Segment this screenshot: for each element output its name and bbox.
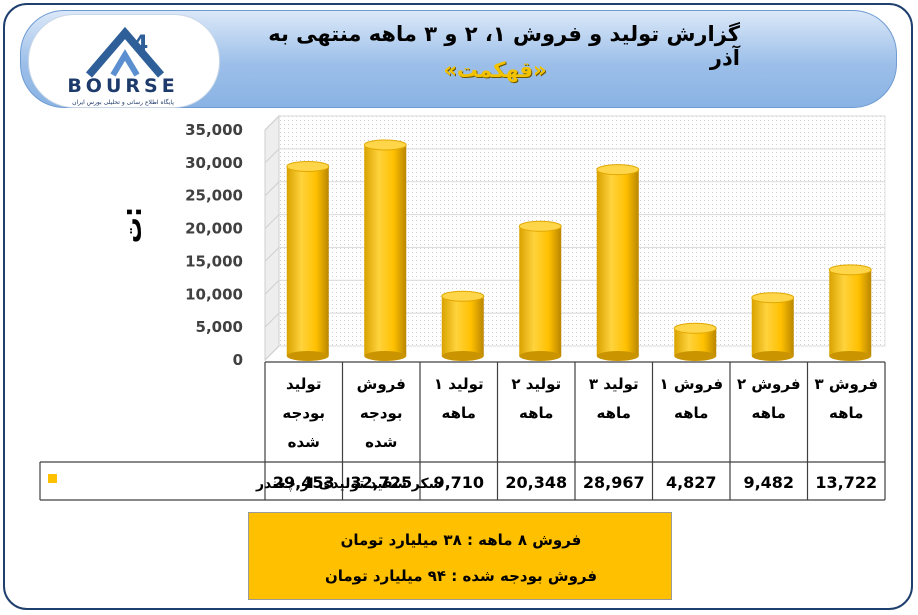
- y-tick-label: 0: [233, 351, 243, 369]
- y-tick-label: 35,000: [185, 121, 243, 139]
- logo-tagline: پایگاه اطلاع رسانی و تحلیلی بورس ایران: [72, 99, 174, 106]
- category-label: ماهه: [674, 404, 708, 422]
- category-label: تولید: [286, 375, 321, 393]
- gridline-side: [264, 148, 280, 164]
- y-tick-label: 5,000: [196, 318, 243, 336]
- category-label: بودجه: [360, 404, 403, 422]
- category-label: فروش ۳: [814, 375, 878, 393]
- bar-top: [363, 139, 407, 151]
- category-label: فروش ۲: [737, 375, 801, 393]
- bar-top: [673, 322, 717, 334]
- gridline-side: [264, 214, 280, 229]
- bar: [519, 226, 562, 356]
- category-label: فروش: [357, 375, 406, 393]
- page-subtitle: «قهکمت»: [443, 58, 547, 82]
- bar-top: [751, 292, 795, 304]
- category-label: ماهه: [442, 404, 476, 422]
- note-budgeted-sales: فروش بودجه شده : ۹۴ میلیارد تومان: [324, 567, 598, 585]
- bar: [441, 296, 484, 356]
- data-value-label: 32,725: [350, 473, 412, 492]
- bar-base: [829, 351, 872, 361]
- category-label: بودجه: [282, 404, 325, 422]
- svg-text:4: 4: [133, 32, 148, 57]
- bar: [596, 169, 639, 356]
- y-tick-label: 15,000: [185, 252, 243, 270]
- gridline-side: [264, 312, 280, 328]
- bar-base: [364, 351, 407, 361]
- bar-top: [596, 164, 640, 176]
- legend-swatch: [48, 474, 57, 483]
- logo-icon: 4: [85, 26, 165, 78]
- data-value-label: 9,482: [743, 473, 794, 492]
- legend-series-name: شکر سفید تولیدی از چغندر: [255, 476, 442, 492]
- sales-note-box: فروش ۸ ماهه : ۳۸ میلیارد تومان فروش بودج…: [248, 512, 672, 600]
- data-value-label: 4,827: [666, 473, 717, 492]
- bar-base: [674, 351, 717, 361]
- bar-top: [828, 264, 872, 276]
- category-label: تولید ۳: [589, 375, 639, 393]
- bar-top: [518, 220, 562, 232]
- bar-base: [441, 351, 484, 361]
- bar-base: [596, 351, 639, 361]
- bar-top: [441, 290, 485, 302]
- data-value-label: 9,710: [433, 473, 484, 492]
- bar-top: [286, 160, 330, 172]
- category-label: ماهه: [519, 404, 553, 422]
- bar: [286, 166, 329, 356]
- logo-text: BOURSE: [67, 75, 179, 97]
- y-tick-label: 10,000: [185, 285, 243, 303]
- bar-base: [751, 351, 794, 361]
- gridline-side: [264, 181, 280, 197]
- category-label: شده: [365, 433, 397, 451]
- category-label: فروش ۱: [659, 375, 723, 393]
- category-label: شده: [288, 433, 320, 451]
- chart-side-wall: [264, 114, 280, 362]
- data-value-label: 28,967: [583, 473, 645, 492]
- data-value-label: 20,348: [505, 473, 567, 492]
- gridline-side: [264, 247, 280, 262]
- data-value-label: 29,453: [273, 473, 335, 492]
- logo: 4 BOURSE پایگاه اطلاع رسانی و تحلیلی بور…: [28, 14, 220, 108]
- category-label: ماهه: [597, 404, 631, 422]
- bar: [364, 144, 407, 356]
- category-label: ماهه: [752, 404, 786, 422]
- gridline-side: [264, 345, 280, 361]
- gridline-side: [264, 279, 280, 295]
- y-tick-label: 20,000: [185, 220, 243, 238]
- bar: [829, 269, 872, 356]
- note-8-month-sales: فروش ۸ ماهه : ۳۸ میلیارد تومان: [340, 531, 582, 549]
- bar: [751, 297, 794, 356]
- category-label: ماهه: [829, 404, 863, 422]
- bar-base: [286, 351, 329, 361]
- category-label: تولید ۲: [511, 375, 561, 393]
- bar-base: [519, 351, 562, 361]
- data-value-label: 13,722: [815, 473, 877, 492]
- category-label: تولید ۱: [434, 375, 484, 393]
- gridline-side: [264, 115, 280, 131]
- page-title: گزارش تولید و فروش ۱، ۲ و ۳ ماهه منتهی ب…: [268, 22, 740, 70]
- y-tick-label: 30,000: [185, 154, 243, 172]
- y-tick-label: 25,000: [185, 187, 243, 205]
